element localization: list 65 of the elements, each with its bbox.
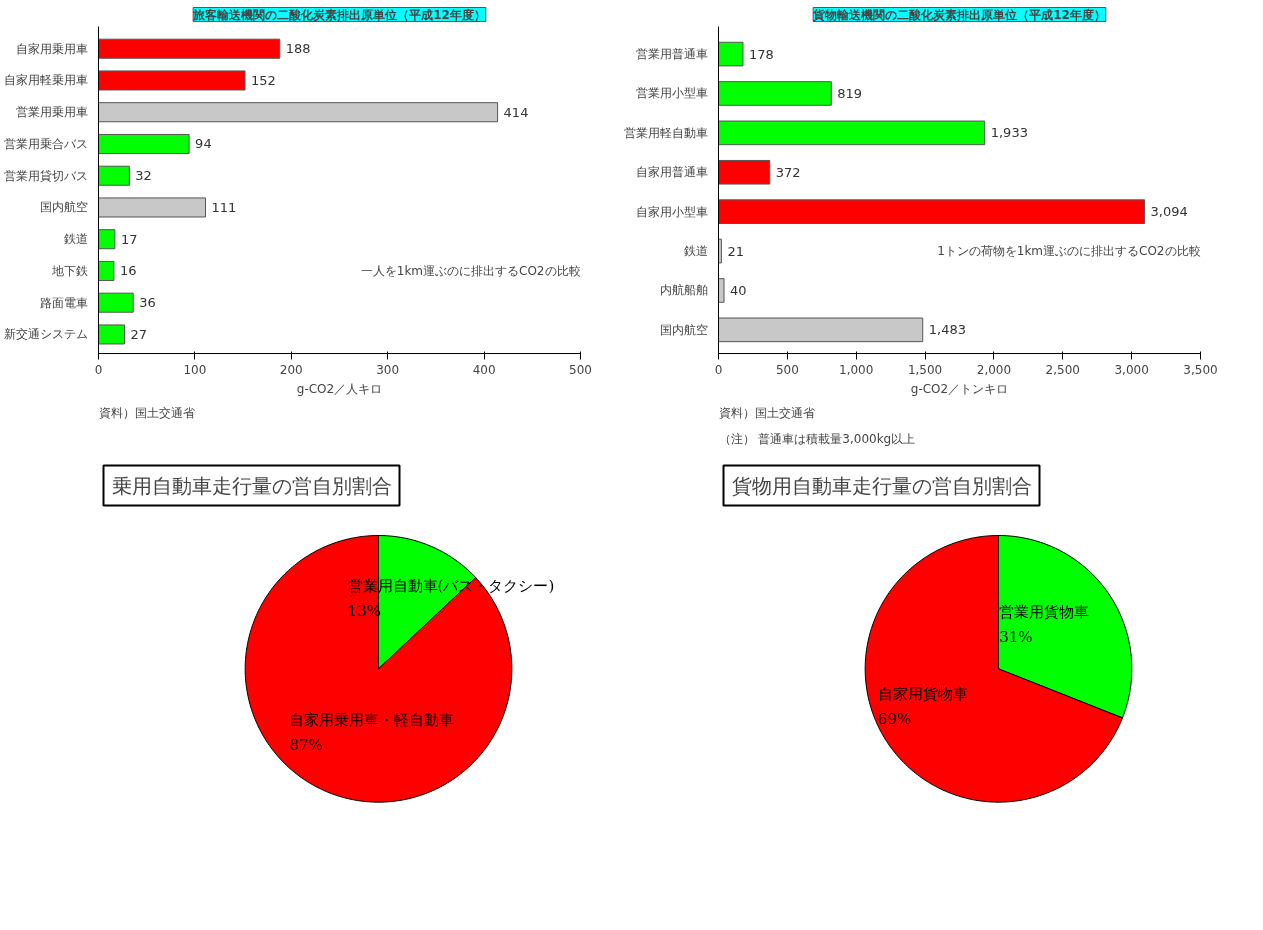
x-tick-label: 300 <box>376 362 400 377</box>
annotation: 1トンの荷物を1km運ぶのに排出するCO2の比較 <box>937 244 1201 259</box>
data-label: 3,094 <box>1150 204 1188 220</box>
x-axis-title: g-CO2／人キロ <box>296 381 383 396</box>
data-label: 819 <box>837 85 863 101</box>
y-tick-label: 地下鉄 <box>50 263 88 278</box>
slice-label: 営業用貨物車 <box>999 602 1090 621</box>
text: 資料）国土交通省 <box>98 405 195 420</box>
y-tick-label: 自家用普通車 <box>635 165 708 180</box>
y-tick-label: 自家用小型車 <box>635 204 708 219</box>
data-label: 40 <box>730 282 747 298</box>
y-tick-label: 路面電車 <box>39 295 88 310</box>
data-label: 16 <box>119 263 137 279</box>
chart-title: 乗用自動車走行量の営自別割合 <box>111 473 392 498</box>
x-tick-label: 2,500 <box>1045 362 1080 377</box>
y-tick-label: 営業用普通車 <box>635 47 708 62</box>
y-tick-label: 営業用貸切バス <box>3 168 88 183</box>
data-label: 372 <box>775 164 801 180</box>
y-tick-label: 新交通システム <box>3 327 88 342</box>
data-label: 21 <box>727 243 744 259</box>
data-label: 31% <box>999 627 1033 646</box>
data-label: 94 <box>195 136 212 152</box>
x-tick-label: 0 <box>94 362 103 377</box>
data-label: 111 <box>211 199 237 215</box>
y-tick-label: 国内航空 <box>659 322 708 337</box>
y-tick-label: 内航船舶 <box>659 283 708 298</box>
x-tick-label: 3,500 <box>1183 362 1218 377</box>
x-tick-label: 500 <box>569 362 592 377</box>
annotation: 一人を1km運ぶのに排出するCO2の比較 <box>360 263 581 278</box>
data-label: 27 <box>130 326 148 342</box>
data-label: 32 <box>135 168 152 184</box>
y-tick-label: 営業用乗用車 <box>15 105 88 120</box>
y-tick-label: 営業用小型車 <box>635 86 708 101</box>
x-tick-label: 3,000 <box>1114 362 1149 377</box>
x-tick-label: 100 <box>183 362 207 377</box>
y-tick-label: 営業用軽自動車 <box>623 125 708 140</box>
slice-label: 自家用貨物車 <box>877 685 968 704</box>
x-tick-label: 2,000 <box>976 362 1012 377</box>
data-label: 188 <box>285 41 311 57</box>
y-tick-label: 営業用乗合バス <box>3 136 88 151</box>
chart-title: 貨物用自動車走行量の営自別割合 <box>731 473 1032 498</box>
data-label: 17 <box>120 231 138 247</box>
x-axis-title: g-CO2／トンキロ <box>910 381 1009 396</box>
data-label: 152 <box>251 72 276 88</box>
data-label: 69% <box>877 710 912 729</box>
data-label: 414 <box>503 104 529 120</box>
data-label: 36 <box>139 295 156 311</box>
x-tick-label: 400 <box>472 362 496 377</box>
x-tick-label: 0 <box>714 362 723 377</box>
y-tick-label: 鉄道 <box>683 244 708 259</box>
x-tick-label: 1,000 <box>839 362 874 377</box>
data-label: 1,483 <box>928 322 966 338</box>
text: （注） 普通車は積載量3,000kg以上 <box>718 431 916 446</box>
text: 資料）国土交通省 <box>718 405 815 420</box>
x-tick-label: 500 <box>775 362 799 377</box>
data-label: 178 <box>749 46 774 62</box>
data-label: 1,933 <box>990 125 1028 141</box>
y-tick-label: 自家用乗用車 <box>15 41 88 56</box>
y-tick-label: 自家用軽乗用車 <box>3 73 88 88</box>
x-tick-label: 1,500 <box>907 362 943 377</box>
y-tick-label: 国内航空 <box>39 200 88 215</box>
slice-label: 自家用乗用車・軽自動車 <box>289 711 455 730</box>
y-tick-label: 鉄道 <box>63 232 88 247</box>
data-label: 87% <box>289 736 323 755</box>
x-tick-label: 200 <box>279 362 303 377</box>
